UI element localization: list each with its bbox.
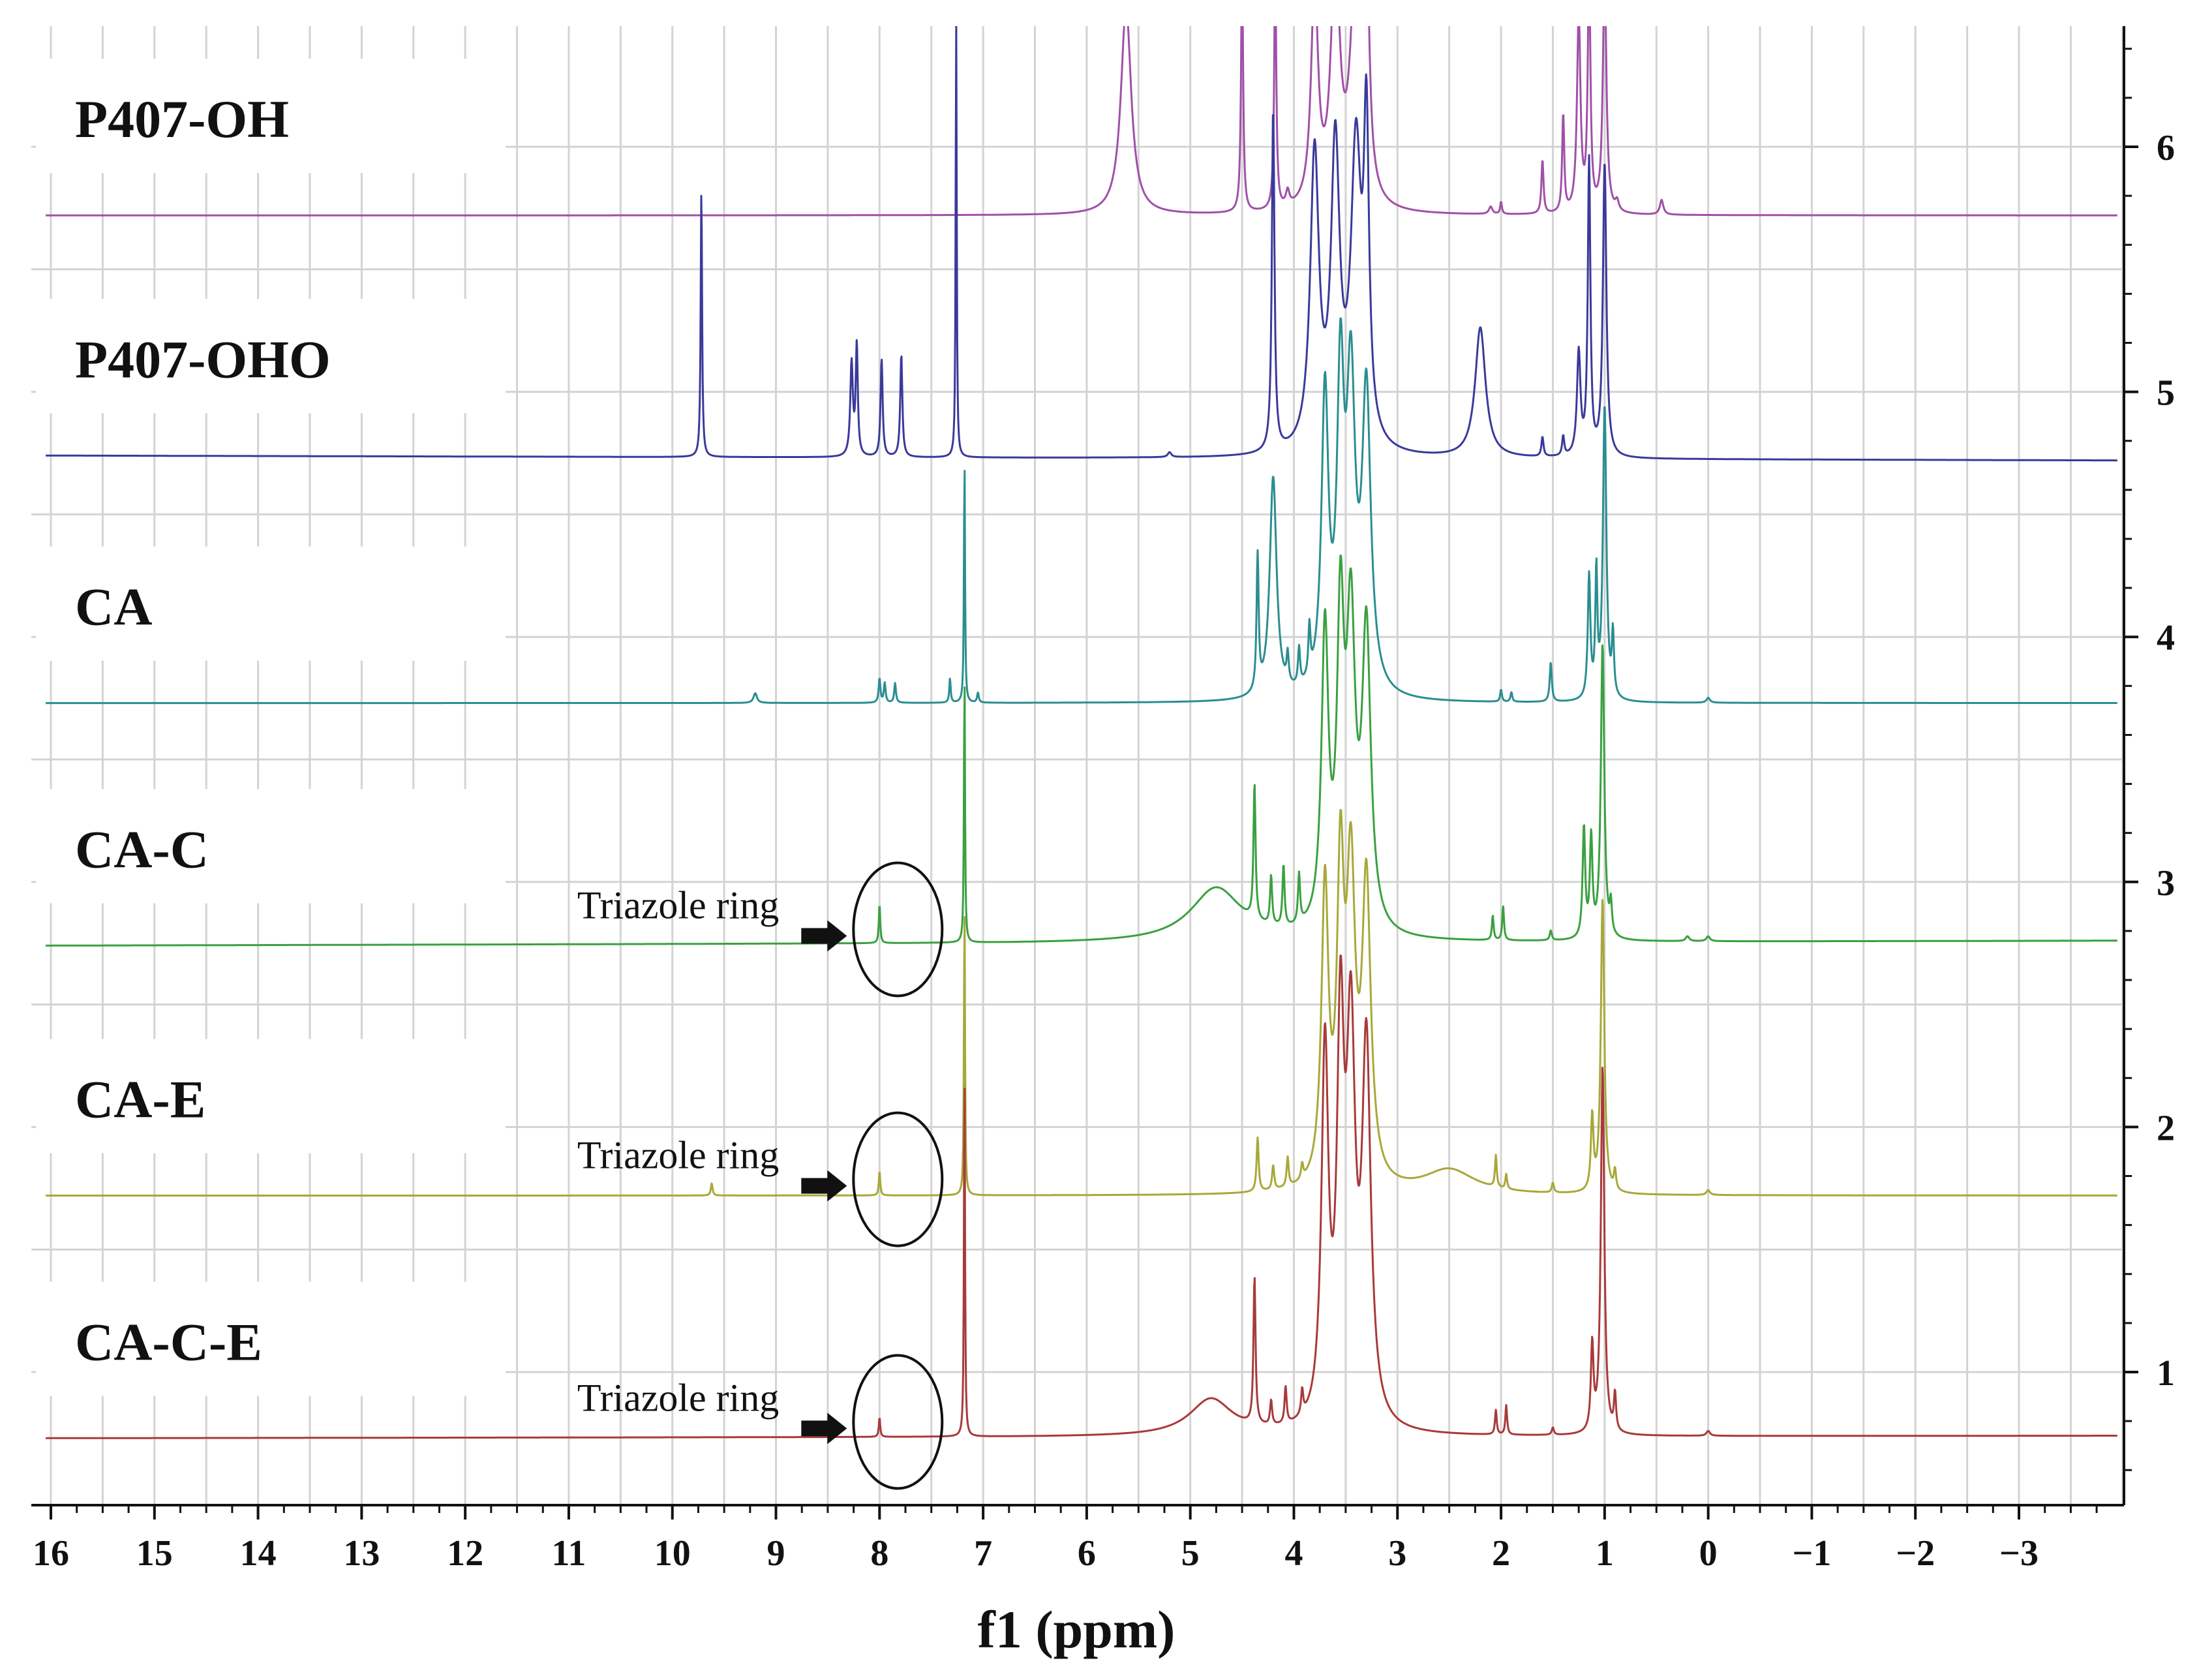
spectrum-line — [45, 955, 2118, 1439]
x-tick-label: 8 — [870, 1533, 888, 1574]
x-tick-label: 12 — [447, 1533, 483, 1574]
triazole-circle — [852, 1354, 944, 1490]
x-axis-title: f1 (ppm) — [978, 1600, 1175, 1659]
y-axis-ticks: 1 2 3 4 5 6 — [2124, 48, 2175, 1471]
x-tick-label: 10 — [654, 1533, 691, 1574]
y-tick-label: 5 — [2157, 373, 2175, 414]
annotations: Triazole ring Triazole ring Triazole ring — [577, 861, 944, 1490]
x-tick-label: 13 — [343, 1533, 380, 1574]
y-tick-label: 6 — [2157, 128, 2175, 168]
x-tick-label: 0 — [1699, 1533, 1718, 1574]
label-mask — [36, 789, 506, 904]
x-axis-ticks: 16 15 14 13 12 11 10 9 8 7 6 5 4 3 2 1 0 −1 −2 −3 — [33, 1505, 2098, 1574]
x-tick-label: −1 — [1792, 1533, 1831, 1574]
triazole-circle — [852, 861, 944, 998]
spectra-series — [45, 26, 2118, 1439]
axes — [31, 26, 2125, 1506]
spectrum-labels: P407-OH P407-OHO CA CA-C CA-E CA-C-E — [36, 59, 506, 1396]
grid-lines — [31, 26, 2124, 1505]
x-tick-label: 11 — [551, 1533, 586, 1574]
triazole-ring-label: Triazole ring — [577, 883, 779, 926]
x-tick-label: 1 — [1596, 1533, 1614, 1574]
arrow-icon — [801, 1413, 847, 1444]
x-tick-label: 3 — [1388, 1533, 1406, 1574]
y-tick-label: 3 — [2157, 863, 2175, 904]
spectrum-label: P407-OHO — [75, 329, 331, 389]
arrow-icon — [801, 920, 847, 952]
label-mask — [36, 1039, 506, 1153]
triazole-ring-label: Triazole ring — [577, 1376, 779, 1419]
x-tick-label: −3 — [1999, 1533, 2039, 1574]
spectrum-label: P407-OH — [75, 89, 289, 149]
y-tick-label: 4 — [2157, 618, 2175, 658]
triazole-ring-label: Triazole ring — [577, 1134, 779, 1177]
spectrum-label: CA-C-E — [75, 1312, 262, 1371]
x-tick-label: −2 — [1896, 1533, 1935, 1574]
label-mask — [36, 1281, 506, 1396]
spectrum-line — [45, 555, 2118, 947]
y-tick-label: 1 — [2157, 1353, 2175, 1394]
y-tick-label: 2 — [2157, 1108, 2175, 1148]
x-tick-label: 5 — [1181, 1533, 1200, 1574]
x-tick-label: 16 — [33, 1533, 69, 1574]
spectrum-line — [45, 26, 2118, 217]
x-tick-label: 4 — [1284, 1533, 1303, 1574]
spectrum-line — [45, 26, 2118, 462]
x-tick-label: 15 — [136, 1533, 173, 1574]
arrow-icon — [801, 1170, 847, 1202]
x-tick-label: 14 — [240, 1533, 277, 1574]
x-tick-label: 7 — [974, 1533, 992, 1574]
x-tick-label: 9 — [767, 1533, 785, 1574]
label-mask — [36, 546, 506, 661]
label-mask — [36, 59, 506, 174]
spectrum-label: CA-C — [75, 819, 209, 879]
x-tick-label: 6 — [1078, 1533, 1096, 1574]
spectrum-line — [45, 809, 2118, 1197]
label-mask — [36, 299, 506, 414]
spectrum-line — [45, 317, 2118, 705]
x-tick-label: 2 — [1492, 1533, 1510, 1574]
spectrum-label: CA-E — [75, 1070, 205, 1129]
spectrum-label: CA — [75, 577, 152, 637]
triazole-circle — [852, 1111, 944, 1247]
